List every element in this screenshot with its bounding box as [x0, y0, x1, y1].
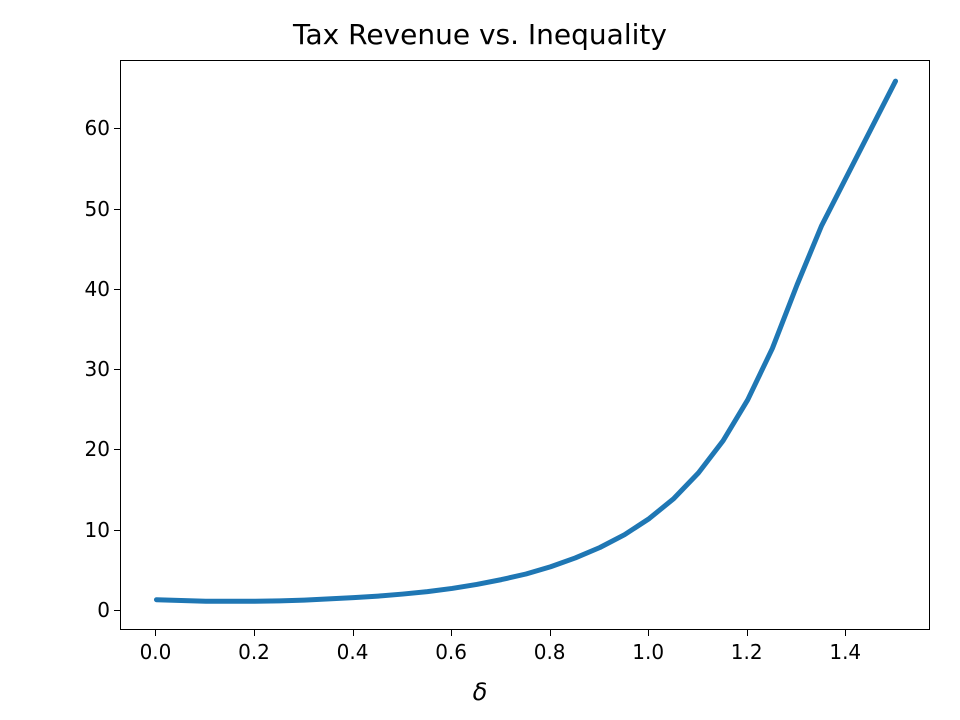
y-tick-label: 0 [82, 598, 110, 622]
x-tick-label: 0.4 [337, 640, 369, 664]
y-tick-mark [114, 610, 120, 611]
y-tick-mark [114, 449, 120, 450]
plot-area [120, 60, 930, 630]
y-tick-mark [114, 369, 120, 370]
x-tick-label: 0.6 [435, 640, 467, 664]
x-tick-mark [845, 630, 846, 636]
x-tick-label: 1.0 [632, 640, 664, 664]
y-tick-mark [114, 530, 120, 531]
x-tick-mark [648, 630, 649, 636]
x-tick-mark [353, 630, 354, 636]
y-tick-label: 40 [82, 277, 110, 301]
y-tick-mark [114, 209, 120, 210]
y-tick-label: 30 [82, 357, 110, 381]
line-series [121, 61, 931, 631]
y-tick-label: 60 [82, 116, 110, 140]
chart-title: Tax Revenue vs. Inequality [0, 18, 960, 51]
y-tick-label: 20 [82, 437, 110, 461]
x-tick-label: 0.0 [140, 640, 172, 664]
data-line [156, 81, 895, 601]
x-tick-label: 1.2 [731, 640, 763, 664]
y-tick-label: 50 [82, 197, 110, 221]
chart-container: Tax Revenue vs. Inequality Optimized Mea… [0, 0, 960, 720]
y-tick-mark [114, 128, 120, 129]
x-tick-label: 0.2 [238, 640, 270, 664]
x-tick-mark [550, 630, 551, 636]
x-tick-label: 0.8 [534, 640, 566, 664]
y-tick-label: 10 [82, 518, 110, 542]
x-tick-label: 1.4 [829, 640, 861, 664]
x-tick-mark [451, 630, 452, 636]
x-tick-mark [155, 630, 156, 636]
x-tick-mark [747, 630, 748, 636]
y-tick-mark [114, 289, 120, 290]
x-axis-label: δ [0, 678, 960, 706]
x-tick-mark [254, 630, 255, 636]
